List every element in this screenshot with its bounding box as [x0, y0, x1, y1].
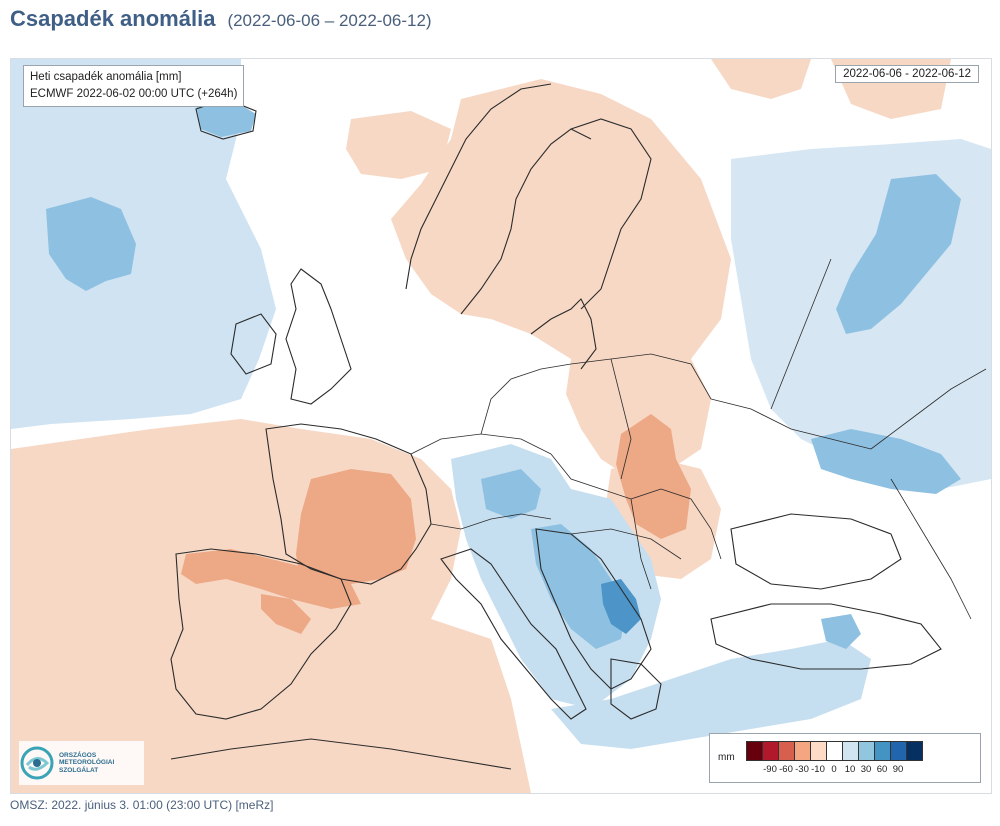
border-12 [870, 368, 987, 450]
page-header: Csapadék anomália (2022-06-06 – 2022-06-… [10, 6, 432, 40]
uk-outline [285, 268, 352, 405]
russia-wet-core [836, 174, 961, 334]
france-outline [265, 423, 432, 585]
map-canvas [11, 59, 991, 793]
border-6 [660, 488, 722, 560]
legend-tick-label: 30 [860, 764, 872, 775]
alps-wet-core [481, 469, 541, 519]
logo-line3: SZOLGÁLAT [59, 766, 99, 774]
coastline-layer [170, 83, 942, 770]
page-title: Csapadék anomália [10, 6, 216, 31]
border-4 [570, 353, 712, 400]
scandinavia-dry-area [391, 79, 731, 389]
ireland-outline [230, 313, 277, 375]
east-med-wet-core [821, 614, 861, 649]
map-info-line1: Heti csapadék anomália [mm] [30, 71, 182, 83]
legend-swatch [778, 741, 795, 761]
legend-tick-label: -30 [795, 764, 809, 775]
legend-swatch [826, 741, 843, 761]
border-13 [890, 478, 972, 620]
logo-line2: METEOROLÓGIAI [59, 759, 115, 767]
legend-tick-label: 0 [831, 764, 837, 775]
border-5 [610, 358, 632, 480]
border-layer [410, 258, 987, 620]
atlantic-wet-area [11, 59, 276, 429]
italy-outline [440, 548, 587, 720]
pyrenees-dry-core [181, 549, 361, 609]
iberia-dry-core-2 [261, 594, 311, 634]
legend-tick-label: -10 [811, 764, 825, 775]
france-dry-core [296, 469, 416, 599]
anomaly-map[interactable]: Heti csapadék anomália [mm] ECMWF 2022-0… [10, 58, 992, 794]
logo-line1: ORSZÁGOS [59, 751, 97, 759]
ukraine-wet-core [811, 429, 961, 494]
omsz-logo-text: ORSZÁGOS METEOROLÓGIAI SZOLGÁLAT [59, 752, 114, 775]
romania-dry-core [616, 414, 691, 539]
legend-swatch [874, 741, 891, 761]
legend-swatch [794, 741, 811, 761]
legend-bar [746, 741, 923, 761]
norway-coast [405, 83, 552, 290]
border-7 [710, 398, 872, 450]
north-atlantic-dry-area [346, 111, 451, 179]
legend-tick-label: 90 [892, 764, 904, 775]
legend-tick-label: 60 [876, 764, 888, 775]
border-9 [430, 513, 552, 530]
map-info-line2: ECMWF 2022-06-02 00:00 UTC (+264h) [30, 88, 238, 100]
legend-swatch [842, 741, 859, 761]
omsz-logo-icon [20, 746, 54, 780]
atlantic-wet-core [46, 197, 136, 291]
sweden-outline [460, 128, 592, 315]
finland-outline [570, 118, 652, 310]
iceland-wet-area [196, 99, 256, 137]
omsz-logo: ORSZÁGOS METEOROLÓGIAI SZOLGÁLAT [19, 741, 144, 785]
balkans-outline [535, 528, 652, 690]
legend-swatch [810, 741, 827, 761]
legend-tick-label: 10 [844, 764, 856, 775]
legend-swatch [906, 741, 923, 761]
arctic-dry-patch [711, 59, 811, 99]
black-sea-outline [730, 513, 902, 590]
map-date-range: 2022-06-06 - 2022-06-12 [835, 65, 979, 83]
legend-ticks: -90 -60 -30 -10 0 10 30 60 90 [746, 764, 986, 778]
baltic-coast [530, 298, 597, 370]
legend-unit: mm [718, 752, 735, 763]
border-11 [630, 498, 652, 590]
map-info-box: Heti csapadék anomália [mm] ECMWF 2022-0… [23, 65, 245, 107]
legend-tick-label: -60 [779, 764, 793, 775]
border-3 [550, 453, 662, 500]
legend-swatch [746, 741, 763, 761]
legend-tick-label: -90 [763, 764, 777, 775]
border-2 [480, 363, 572, 435]
poland-dry-area [566, 344, 711, 479]
border-10 [570, 528, 682, 560]
turkey-outline [710, 603, 942, 670]
iberia-outline [170, 548, 352, 720]
greece-outline [610, 658, 662, 720]
balkans-wet-core [531, 524, 626, 649]
period-label: (2022-06-06 – 2022-06-12) [227, 11, 432, 30]
north-africa-coast [170, 738, 512, 770]
legend-swatch [858, 741, 875, 761]
legend-swatch [762, 741, 779, 761]
footer-credit: OMSZ: 2022. június 3. 01:00 (23:00 UTC) … [10, 798, 274, 812]
color-legend: mm -90 -60 -30 -10 0 10 30 60 90 [709, 733, 981, 783]
legend-swatch [890, 741, 907, 761]
balkans-wet-deep [601, 579, 641, 634]
border-8 [770, 258, 832, 410]
